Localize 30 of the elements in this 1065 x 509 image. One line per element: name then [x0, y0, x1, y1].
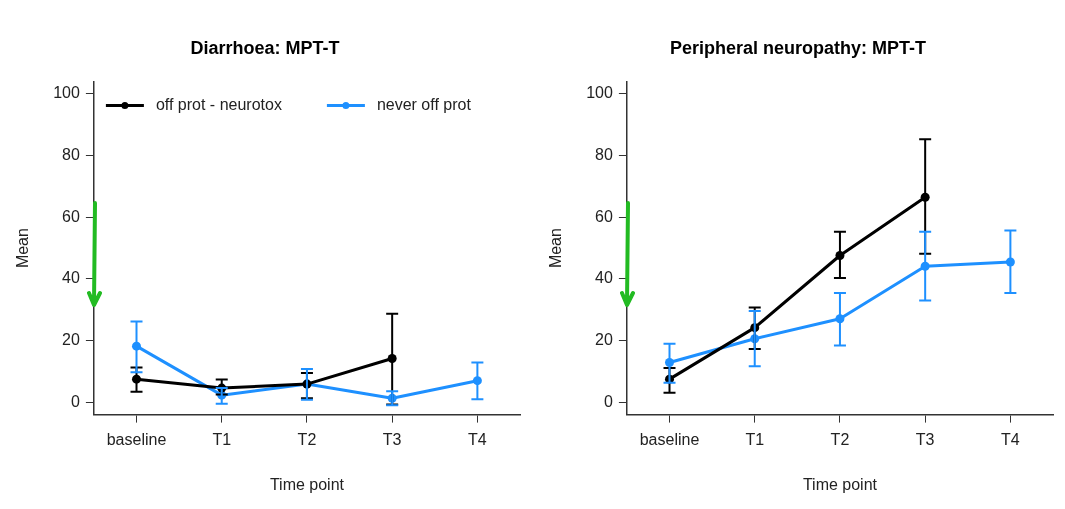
x-axis-title: Time point: [269, 475, 345, 493]
y-tick-label: 20: [62, 331, 80, 349]
y-tick-label: 100: [586, 84, 613, 102]
y-axis-title: Mean: [547, 228, 565, 269]
y-tick-label: 60: [62, 207, 80, 225]
x-tick-label: T4: [468, 430, 487, 448]
y-tick-label: 0: [603, 392, 613, 410]
y-tick-label: 100: [53, 84, 80, 102]
y-tick-label: 60: [595, 207, 613, 225]
legend-label: never off prot: [376, 96, 472, 114]
y-tick-label: 40: [62, 269, 80, 287]
x-tick-label: T2: [830, 430, 850, 448]
x-tick-label: T1: [745, 430, 765, 448]
x-axis-title: Time point: [802, 475, 878, 493]
chart-title: Peripheral neuropathy: MPT-T: [669, 37, 927, 58]
y-tick-label: 40: [595, 269, 613, 287]
y-tick-label: 0: [70, 392, 80, 410]
y-tick-label: 80: [62, 146, 80, 164]
y-tick-label: 20: [595, 331, 613, 349]
y-tick-label: 80: [595, 146, 613, 164]
x-tick-label: T3: [382, 430, 402, 448]
x-tick-label: baseline: [106, 430, 167, 448]
chart-title: Diarrhoea: MPT-T: [190, 37, 340, 58]
x-tick-label: T4: [1001, 430, 1020, 448]
x-tick-label: T3: [915, 430, 935, 448]
x-tick-label: T1: [212, 430, 232, 448]
legend-label: off prot - neurotox: [155, 96, 282, 114]
y-axis-title: Mean: [14, 228, 32, 269]
x-tick-label: baseline: [639, 430, 700, 448]
x-tick-label: T2: [297, 430, 317, 448]
